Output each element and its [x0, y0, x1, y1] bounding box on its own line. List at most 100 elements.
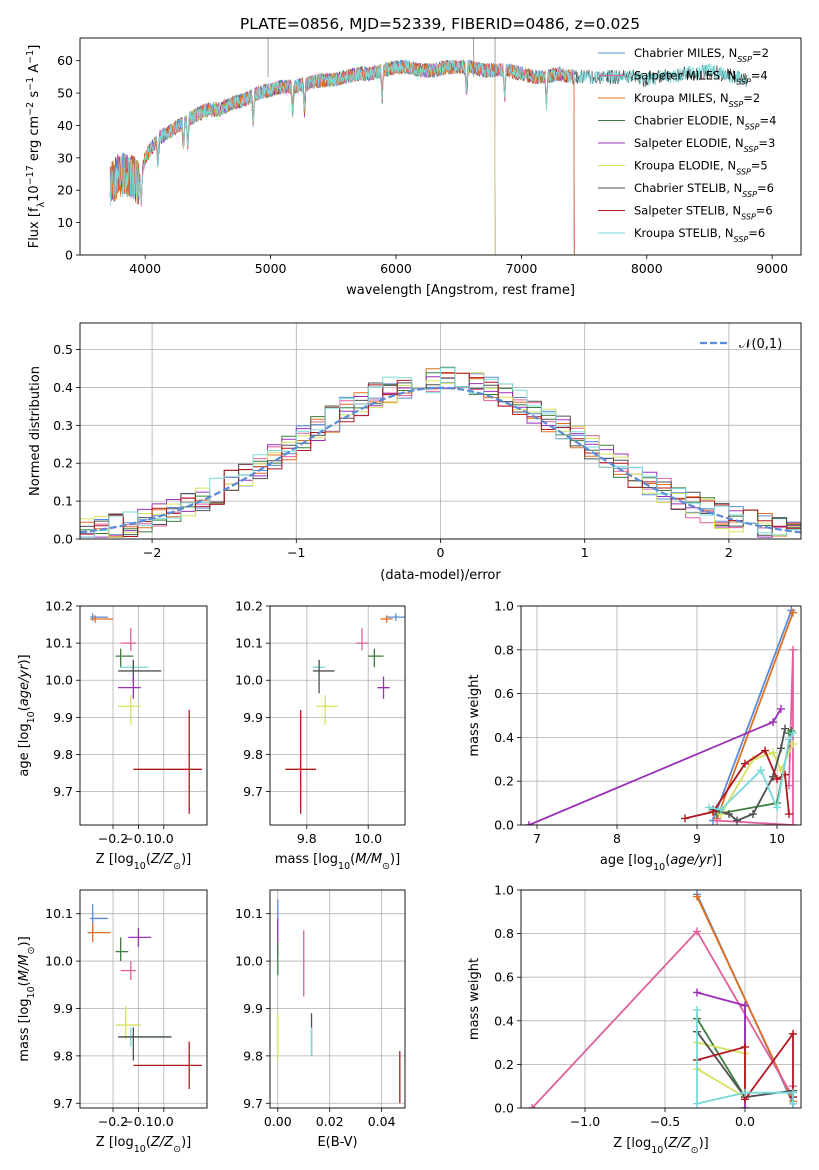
x-tick-label: 0.0	[154, 831, 174, 846]
y-tick-label: 9.7	[243, 784, 263, 799]
legend-label: Kroupa STELIB, NSSP=6	[634, 226, 765, 244]
spectrum-line	[109, 59, 575, 255]
y-tick-label: 10.0	[235, 954, 263, 969]
weight-marker	[749, 810, 757, 819]
y-tick-label: 10.2	[235, 599, 263, 614]
y-axis-label: mass weight	[467, 958, 482, 1040]
legend-label: Kroupa ELODIE, NSSP=5	[634, 159, 768, 177]
weight-series	[716, 612, 794, 819]
weight-series	[696, 991, 746, 1108]
x-tick-label: 0.04	[368, 1114, 396, 1129]
weight-lines	[528, 890, 797, 1108]
x-tick-label: −2	[143, 545, 161, 560]
y-tick-label: 0.2	[53, 456, 73, 471]
gaussian-curve	[80, 386, 801, 534]
y-tick-label: 9.8	[53, 747, 73, 762]
x-tick-label: −1.0	[570, 1114, 600, 1129]
mass-vs-ebv-panel: 0.00 0.02 0.04 9.7 9.8 9.9 10.0 10.1 E(B-V)	[235, 889, 406, 1150]
errorbar	[118, 676, 141, 699]
y-tick-label: 0.5	[53, 342, 73, 357]
y-axis-label: Flux [fλ10−17 erg cm−2 s−1 A−1]	[25, 45, 47, 249]
y-tick-label: 50	[57, 86, 73, 101]
weight-marker	[741, 759, 749, 768]
mass-vs-metallicity-panel: −0.2−0.1 0.0 9.7 9.8 9.9 10.0 10.1 Z [log10(Z/Z…	[17, 889, 208, 1155]
weight-marker	[789, 608, 797, 617]
weight-marker	[709, 807, 717, 816]
weight-lines	[525, 606, 797, 825]
y-tick-label: 10.1	[45, 906, 73, 921]
y-tick-label: 30	[57, 150, 73, 165]
errorbar	[285, 709, 317, 814]
legend-label: Chabrier STELIB, NSSP=6	[634, 181, 774, 199]
x-tick-label: 5000	[255, 261, 287, 276]
y-tick-label: 9.9	[53, 1001, 73, 1016]
legend: Chabrier MILES, NSSP=2 Salpeter MILES, NS…	[598, 46, 776, 244]
y-tick-label: 10.1	[45, 636, 73, 651]
x-tick-label: −0.1	[123, 831, 153, 846]
legend-label: Salpeter MILES, NSSP=4	[634, 69, 768, 87]
axes-frame	[520, 605, 802, 826]
spectrum-line	[133, 59, 496, 255]
y-tick-label: 0.2	[494, 1057, 514, 1072]
axes-frame	[269, 889, 406, 1109]
y-tick-label: 0.6	[494, 686, 514, 701]
errorbar	[115, 648, 134, 668]
y-tick-label: 10.1	[235, 636, 263, 651]
y-tick-label: 60	[57, 53, 73, 68]
axes-frame	[79, 37, 802, 256]
x-axis-label: (data-model)/error	[380, 568, 501, 583]
weight-marker	[741, 1001, 749, 1010]
weight-marker	[525, 821, 533, 825]
y-tick-label: 0.2	[494, 774, 514, 789]
errorbar	[133, 709, 202, 814]
weight-marker	[777, 744, 785, 753]
x-tick-label: −0.2	[98, 831, 128, 846]
y-tick-label: 0	[65, 248, 73, 263]
y-tick-label: 0.0	[53, 532, 73, 547]
y-tick-label: 0.4	[494, 730, 514, 745]
y-tick-label: 10	[57, 215, 73, 230]
weight-marker	[717, 805, 725, 814]
weight-marker	[769, 748, 777, 757]
y-tick-label: 0.8	[494, 642, 514, 657]
x-tick-label: 8000	[631, 261, 663, 276]
errorbar	[115, 937, 129, 962]
x-tick-label: 0.0	[154, 1114, 174, 1129]
errorbar	[120, 659, 149, 679]
y-axis-label: mass [log10(M/M⊙)]	[17, 936, 37, 1061]
weight-marker	[789, 645, 797, 654]
spectrum-panel: 4000 5000 6000 7000 8000 9000 0 10 20 30 40 50 60 wav…	[25, 37, 802, 298]
errorbar	[90, 613, 108, 621]
y-tick-label: 0.3	[53, 418, 73, 433]
y-tick-label: 0.0	[494, 818, 514, 833]
x-tick-label: 0.02	[316, 1114, 344, 1129]
errorbar	[120, 628, 136, 651]
y-axis-label: age [log10(age/yr)]	[17, 654, 37, 776]
x-tick-label: 4000	[129, 261, 161, 276]
x-tick-label: 9	[693, 831, 701, 846]
y-tick-label: 9.8	[243, 1048, 263, 1063]
weight-marker	[777, 704, 785, 713]
age-vs-mass-panel: 9.8 10.0 9.7 9.8 9.9 10.0 10.1 10.2 mass [log10(…	[235, 599, 406, 872]
weight-marker	[773, 775, 781, 784]
y-tick-label: 10.2	[45, 599, 73, 614]
x-tick-label: −0.2	[98, 1114, 128, 1129]
errorbar	[87, 923, 111, 943]
y-tick-label: 9.9	[53, 710, 73, 725]
spectrum-lines	[109, 38, 748, 255]
errorbar-points	[87, 904, 202, 1090]
weight-marker	[693, 1099, 701, 1108]
weight-marker	[693, 927, 701, 936]
errorbar	[115, 1006, 141, 1040]
weight-series	[716, 649, 794, 825]
weight-marker	[789, 1088, 797, 1097]
errorbar-points	[285, 613, 405, 814]
y-tick-label: 0.4	[53, 380, 73, 395]
errorbar	[355, 628, 369, 651]
weight-marker	[693, 988, 701, 997]
weight-series	[684, 749, 790, 820]
errorbar	[90, 615, 114, 623]
y-tick-label: 0.1	[53, 494, 73, 509]
spectrum-line	[109, 60, 575, 255]
